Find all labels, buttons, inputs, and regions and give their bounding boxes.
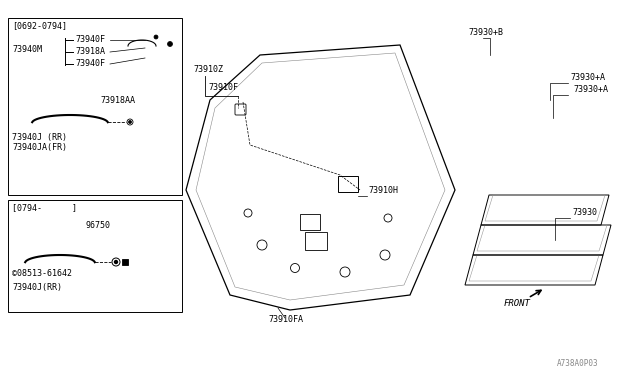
Text: 73940J(RR): 73940J(RR) <box>12 283 62 292</box>
Text: 73910H: 73910H <box>368 186 398 195</box>
Bar <box>8 200 182 312</box>
Circle shape <box>168 42 173 46</box>
Text: 73940J (RR): 73940J (RR) <box>12 133 67 142</box>
Text: 73930: 73930 <box>572 208 597 217</box>
Text: 73930+A: 73930+A <box>573 85 608 94</box>
Bar <box>305 232 327 250</box>
Circle shape <box>154 35 158 39</box>
Text: 73930+B: 73930+B <box>468 28 503 37</box>
Text: 73910Z: 73910Z <box>193 65 223 74</box>
Text: 73910FA: 73910FA <box>268 315 303 324</box>
Bar <box>300 214 320 230</box>
Text: A738A0P03: A738A0P03 <box>556 359 598 368</box>
Text: 73940M: 73940M <box>12 45 42 54</box>
Text: [0794-      ]: [0794- ] <box>12 203 77 212</box>
Text: 73910F: 73910F <box>208 83 238 92</box>
Text: 73940F: 73940F <box>75 35 105 44</box>
Bar <box>122 259 128 265</box>
Text: 73918AA: 73918AA <box>100 96 135 105</box>
Text: 73930+A: 73930+A <box>570 73 605 82</box>
Text: ©08513-61642: ©08513-61642 <box>12 269 72 278</box>
FancyBboxPatch shape <box>235 104 246 115</box>
Text: 73940F: 73940F <box>75 59 105 68</box>
Text: [0692-0794]: [0692-0794] <box>12 21 67 30</box>
Text: 73940JA(FR): 73940JA(FR) <box>12 143 67 152</box>
Bar <box>8 18 182 195</box>
Text: 96750: 96750 <box>85 221 110 230</box>
Circle shape <box>129 121 131 123</box>
Bar <box>338 176 358 192</box>
Circle shape <box>115 260 118 263</box>
Text: FRONT: FRONT <box>504 299 531 308</box>
Text: 73918A: 73918A <box>75 47 105 56</box>
